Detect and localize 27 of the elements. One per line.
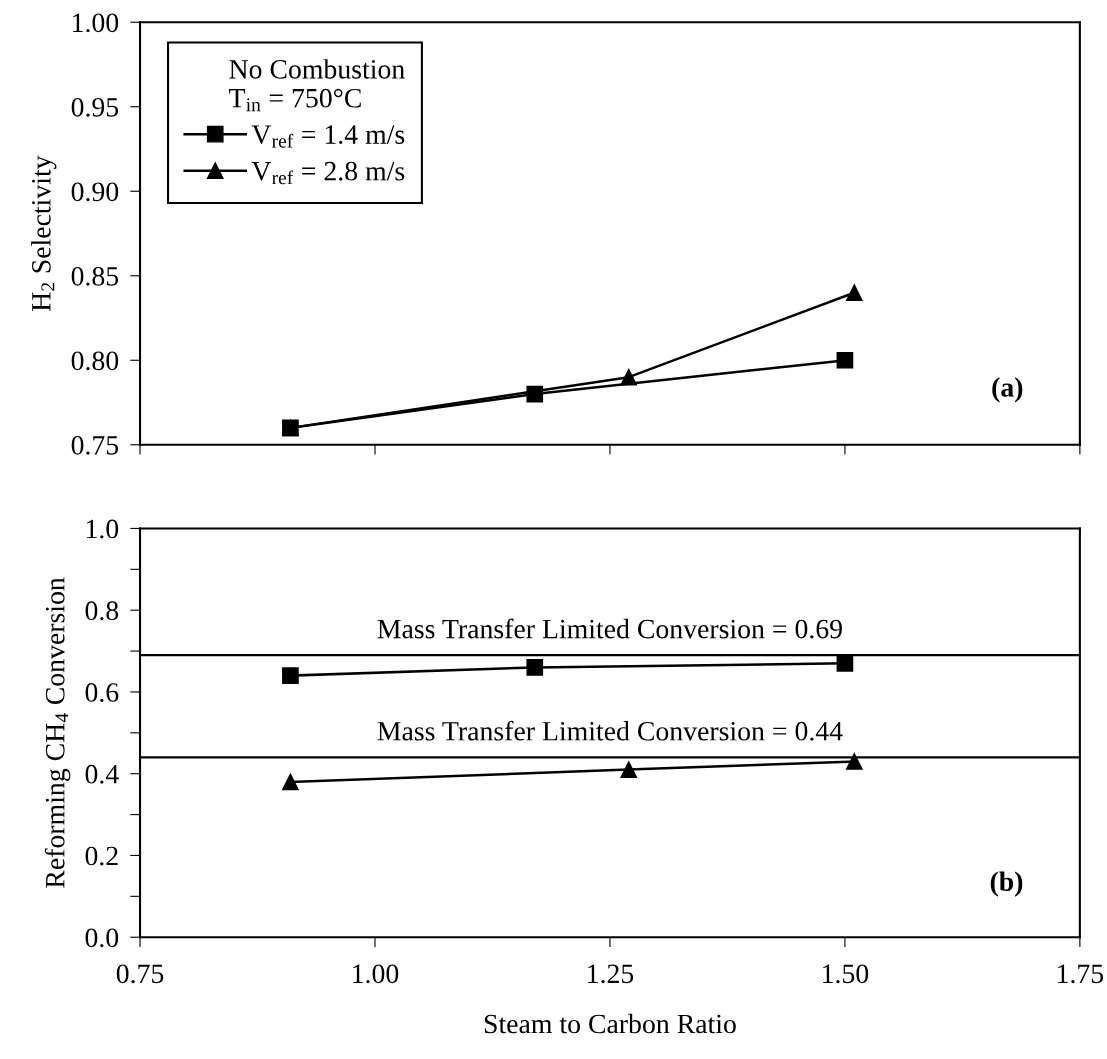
legend-label: V$_{ref}$ = 1.4 m/s [251, 125, 405, 148]
x-tick-label: 1.25 [588, 964, 634, 984]
legend-label: V$_{ref}$ = 2.8 m/s [251, 161, 405, 185]
y-tick-label: 0.8 [85, 601, 119, 621]
y-axis-title: Reforming CH$_{4}$ Conversion [44, 577, 71, 888]
y-tick-label: 0.85 [71, 266, 119, 286]
legend-title: No Combustion T$_{in}$ = 750°C [229, 59, 405, 112]
annotation: (b) [990, 871, 1023, 897]
y-tick-label: 1.0 [86, 519, 119, 539]
y-tick-label: 0.95 [71, 97, 119, 117]
y-tick-label: 0.75 [71, 435, 119, 455]
y-tick-label: 0.2 [85, 846, 118, 866]
y-tick-label: 0.4 [85, 764, 119, 784]
x-tick-label: 1.75 [1058, 964, 1104, 984]
x-tick-label: 0.75 [116, 964, 164, 984]
x-axis-title: Steam to Carbon Ratio [484, 1013, 736, 1034]
y-tick-label: 0.90 [71, 182, 119, 202]
y-tick-label: 0.6 [85, 683, 119, 702]
annotation: (a) [992, 377, 1023, 403]
x-tick-label: 1.00 [353, 964, 399, 984]
y-axis-title: H$_{2}$ Selectivity [31, 155, 57, 312]
x-tick-label: 1.50 [823, 964, 869, 984]
ref-line-label: Mass Transfer Limited Conversion = 0.69 [377, 618, 842, 639]
y-tick-label: 1.00 [73, 13, 119, 33]
ref-line-label: Mass Transfer Limited Conversion = 0.44 [377, 720, 843, 741]
y-tick-label: 0.80 [71, 351, 119, 371]
y-tick-label: 0.0 [85, 928, 119, 948]
